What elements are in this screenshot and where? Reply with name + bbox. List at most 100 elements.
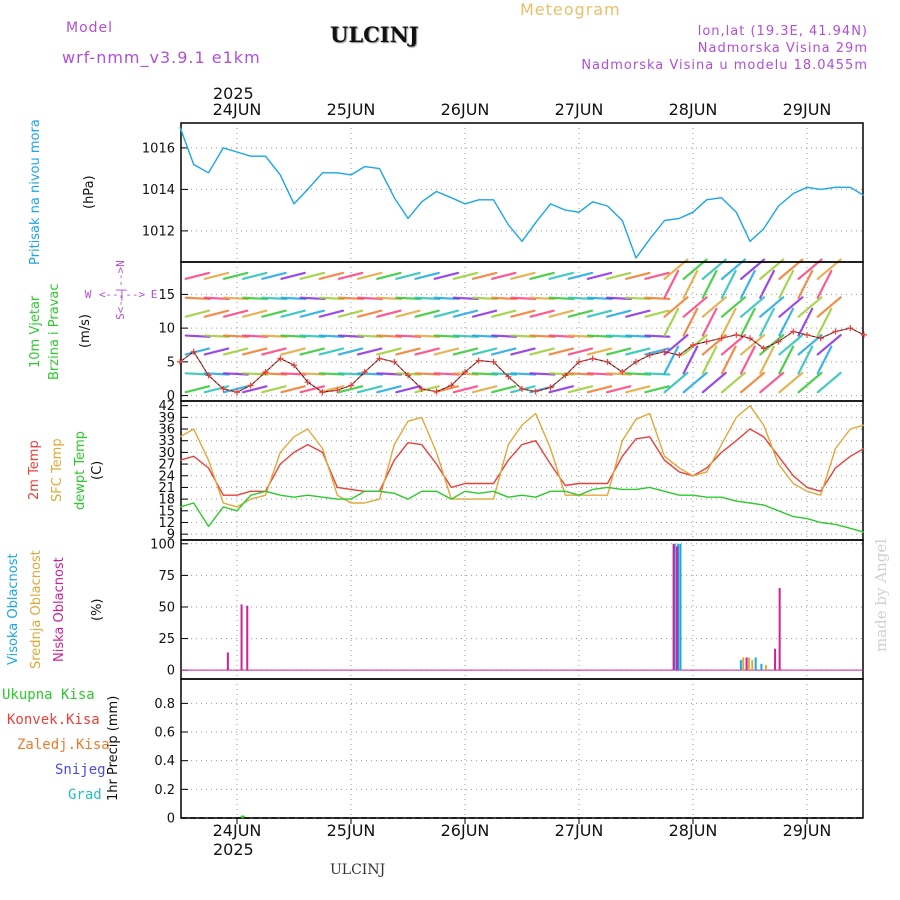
y-tick-label: 1016 bbox=[142, 141, 175, 156]
y-tick-label: 30 bbox=[158, 446, 175, 461]
wind-arrow bbox=[567, 347, 594, 356]
wind-speed-marker bbox=[804, 331, 810, 338]
wind-speed-marker bbox=[532, 388, 539, 395]
low-cloud-bar bbox=[226, 652, 229, 671]
wind-speed-marker bbox=[448, 382, 455, 389]
wind-arrow bbox=[529, 309, 555, 318]
wind-arrow bbox=[471, 271, 498, 280]
wind-arrow bbox=[797, 296, 823, 318]
temp-sfc-line bbox=[179, 405, 865, 508]
wind-speed-marker bbox=[205, 372, 212, 379]
wind-arrow bbox=[261, 347, 287, 356]
wind-arrow bbox=[625, 309, 651, 318]
wind-arrow bbox=[778, 345, 795, 375]
wind-arrow bbox=[644, 309, 670, 318]
day-label-top: 27JUN bbox=[555, 100, 604, 119]
panel-frame bbox=[180, 539, 864, 680]
wind-arrow bbox=[471, 385, 498, 394]
panel-unit-label: (%) bbox=[90, 598, 105, 621]
wind-arrow bbox=[356, 309, 383, 318]
y-tick-label: 0.2 bbox=[154, 783, 175, 798]
wind-arrow bbox=[682, 269, 699, 299]
wind-arrow bbox=[701, 307, 718, 337]
mid-cloud-bar bbox=[751, 660, 754, 671]
day-label-bottom: 29JUN bbox=[783, 821, 832, 840]
wind-arrow bbox=[529, 271, 555, 280]
y-tick-label: 1014 bbox=[142, 183, 175, 198]
wind-speed-marker bbox=[475, 357, 482, 364]
y-tick-label: 0.4 bbox=[154, 754, 175, 769]
wind-arrow bbox=[586, 347, 613, 356]
wind-arrow bbox=[548, 271, 574, 280]
wind-arrow bbox=[625, 385, 651, 394]
temp-2m-line bbox=[179, 428, 865, 496]
wind-arrow bbox=[222, 309, 249, 318]
wind-speed-marker bbox=[262, 368, 269, 375]
wind-arrow bbox=[299, 271, 325, 280]
page-title: ULCINJ bbox=[330, 22, 419, 47]
wind-arrow bbox=[816, 258, 842, 280]
wind-arrow bbox=[222, 347, 249, 356]
footer-location: ULCINJ bbox=[330, 862, 386, 878]
wind-arrow bbox=[644, 334, 671, 338]
wind-arrow bbox=[663, 307, 680, 337]
wind-speed-marker bbox=[547, 384, 554, 391]
wind-arrow bbox=[663, 296, 689, 318]
wind-arrow bbox=[663, 269, 680, 299]
wind-speed-marker bbox=[505, 373, 512, 380]
wind-arrow bbox=[318, 347, 345, 356]
day-label-bottom: 26JUN bbox=[441, 821, 490, 840]
wind-arrow bbox=[548, 309, 574, 318]
wind-arrow bbox=[720, 258, 747, 280]
wind-arrow bbox=[203, 271, 230, 280]
precip-legend-item: Snijeg bbox=[55, 762, 106, 778]
compass-west: W bbox=[85, 288, 92, 301]
wind-arrow bbox=[759, 296, 785, 318]
y-tick-label: 50 bbox=[158, 600, 175, 615]
high-cloud-bar bbox=[679, 543, 682, 671]
wind-arrow bbox=[356, 385, 383, 394]
wind-arrow bbox=[376, 385, 402, 394]
wind-arrow bbox=[740, 269, 756, 299]
model-name: wrf-nmm_v3.9.1 e1km bbox=[62, 48, 261, 67]
y-tick-label: 9 bbox=[167, 528, 175, 543]
wind-arrow bbox=[644, 385, 670, 394]
precip-bar bbox=[240, 815, 245, 818]
wind-arrow bbox=[337, 271, 364, 280]
panel-label: 2m Temp bbox=[27, 440, 42, 501]
wind-barbs bbox=[184, 258, 842, 394]
wind-speed-marker bbox=[676, 352, 683, 359]
low-cloud-bar bbox=[676, 546, 679, 671]
panel-label: Pritisak na nivou mora bbox=[28, 119, 43, 266]
wind-arrow bbox=[548, 347, 574, 356]
day-label-top: 26JUN bbox=[441, 100, 490, 119]
wind-arrow bbox=[701, 371, 727, 394]
wind-arrow bbox=[510, 309, 536, 318]
wind-speed-marker bbox=[462, 368, 468, 375]
wind-arrow bbox=[299, 309, 325, 318]
low-cloud-bar bbox=[778, 588, 781, 671]
wind-arrow bbox=[491, 385, 517, 394]
panel-unit-label: (hPa) bbox=[82, 175, 97, 210]
day-label-top: 29JUN bbox=[783, 100, 832, 119]
wind-arrow bbox=[759, 307, 775, 337]
wind-arrow bbox=[261, 309, 287, 318]
wind-arrow bbox=[740, 258, 766, 280]
wind-speed-marker bbox=[633, 358, 639, 365]
wind-speed-marker bbox=[490, 358, 497, 365]
wind-arrow bbox=[778, 258, 804, 280]
compass-ew-arrows: <--|--> bbox=[99, 288, 146, 301]
y-tick-label: 10 bbox=[158, 322, 175, 337]
wind-arrow bbox=[242, 385, 268, 394]
high-cloud-bar bbox=[673, 543, 676, 671]
wind-speed-marker bbox=[391, 358, 398, 365]
day-label-top: 25JUN bbox=[327, 100, 376, 119]
y-tick-label: 12 bbox=[158, 516, 175, 531]
wind-arrow bbox=[491, 271, 517, 280]
panel-frame bbox=[180, 261, 864, 402]
wind-arrow bbox=[414, 271, 440, 280]
wind-arrow bbox=[778, 307, 795, 337]
wind-arrow bbox=[740, 307, 756, 337]
y-tick-label: 15 bbox=[158, 288, 175, 303]
